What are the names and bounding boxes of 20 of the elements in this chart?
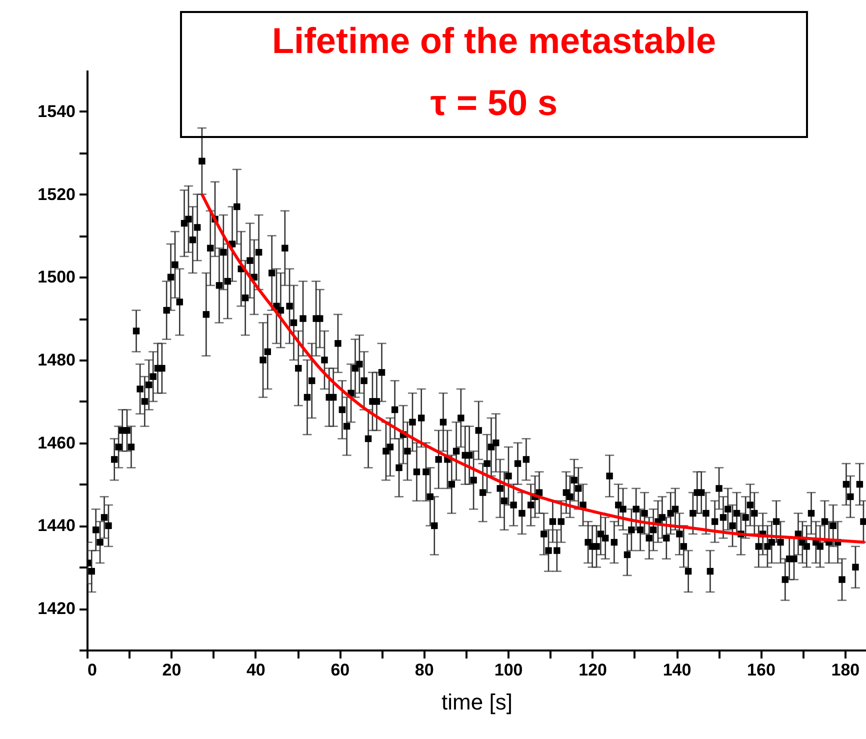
x-tick-label: 20 (162, 660, 182, 680)
x-tick-label: 60 (330, 660, 350, 680)
x-tick-label: 0 (88, 660, 97, 680)
y-tick-label: 1500 (38, 268, 76, 287)
x-axis-title: time [s] (442, 690, 512, 714)
x-tick-label: 160 (747, 660, 776, 680)
y-tick-label: 1440 (38, 516, 76, 536)
annotation: τ = 50 s (430, 82, 558, 123)
y-tick-label: 1520 (38, 184, 76, 204)
x-tick-label: 100 (494, 660, 523, 680)
x-tick-label: 140 (662, 660, 692, 680)
text: Lifetime of the metastable (272, 20, 716, 61)
y-tick-label: 1480 (38, 350, 76, 370)
x-tick-label: 80 (414, 660, 434, 680)
y-tick-label: 1540 (38, 102, 76, 121)
y-tick-label: 1460 (38, 433, 76, 452)
y-tick-label: 1420 (38, 599, 76, 618)
x-tick-label: 40 (246, 660, 266, 680)
x-tick-label: 120 (578, 660, 607, 680)
x-tick-label: 180 (831, 660, 860, 680)
